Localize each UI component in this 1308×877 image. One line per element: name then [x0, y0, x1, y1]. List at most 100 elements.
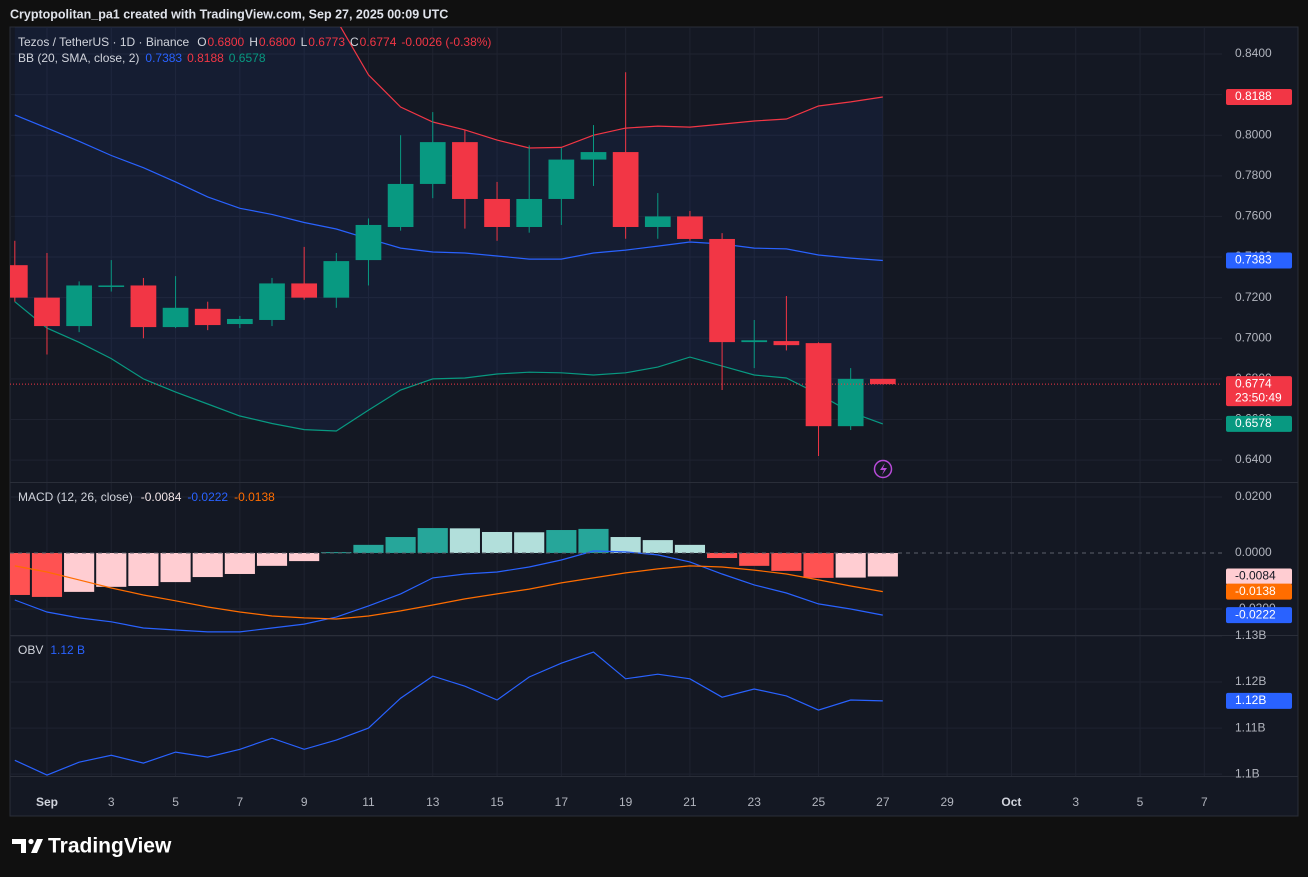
- histogram-bar: [771, 552, 802, 571]
- macd-line: [14, 565, 883, 620]
- x-tick-label: 13: [426, 795, 440, 809]
- legend-value: 0.6774: [360, 35, 397, 49]
- header-text: Cryptopolitan_pa1 created with TradingVi…: [10, 7, 448, 21]
- candle-body: [419, 142, 446, 184]
- histogram-bar: [449, 528, 480, 553]
- candle-body: [837, 378, 864, 427]
- axis-box: [1226, 692, 1292, 709]
- candle-body: [580, 152, 607, 160]
- y-tick-label: 0.0000: [1235, 545, 1272, 559]
- histogram-bar: [546, 530, 577, 553]
- axis-value-label: 0.8188: [1235, 89, 1272, 103]
- candle-body: [66, 285, 92, 327]
- candle-body: [644, 216, 671, 227]
- candle-body: [612, 152, 639, 227]
- histogram-bar: [674, 544, 706, 553]
- candle-body: [291, 283, 318, 298]
- y-tick-label: 1.1B: [1235, 766, 1260, 780]
- candle-body: [709, 238, 735, 343]
- legend-value: 0.6800: [208, 35, 245, 49]
- legend-value: 0.7383: [145, 51, 182, 65]
- axis-box: [1226, 583, 1292, 600]
- candle-body: [484, 198, 510, 227]
- brand-name: TradingView: [48, 835, 172, 858]
- histogram-bar: [835, 552, 866, 578]
- axis-box: [1226, 607, 1292, 624]
- axis-value-label: -0.0222: [1235, 607, 1276, 621]
- axis-value-label: 23:50:49: [1235, 390, 1282, 404]
- icon-bolt: [880, 463, 887, 475]
- logo-icon: [12, 838, 43, 853]
- legend-value: 1.12 B: [50, 643, 85, 657]
- band-fill: [14, 27, 883, 432]
- y-tick-label: 0.7800: [1235, 168, 1272, 182]
- histogram-bar: [64, 552, 95, 592]
- band-line: [14, 301, 884, 432]
- x-tick-label: 21: [683, 795, 697, 809]
- logo-part: [28, 838, 34, 845]
- y-tick-label: 0.6400: [1235, 452, 1272, 466]
- candle-body: [162, 307, 189, 328]
- x-tick-label: 19: [619, 795, 633, 809]
- candle-body: [98, 285, 125, 287]
- histogram-bar: [353, 544, 384, 553]
- pane-1: [10, 483, 1222, 635]
- candle-body: [773, 341, 800, 346]
- candle-body: [805, 343, 832, 427]
- symbol-title: Tezos / TetherUS · 1D · Binance: [18, 35, 190, 49]
- x-tick-label: Sep: [36, 795, 58, 809]
- histogram-bar: [256, 552, 288, 566]
- candle-body: [323, 261, 350, 298]
- y-tick-label: 1.11B: [1235, 720, 1265, 734]
- indicator-title: MACD (12, 26, close): [18, 490, 133, 504]
- legend-value: -0.0084: [141, 490, 182, 504]
- x-tick-label: Oct: [1001, 795, 1021, 809]
- histogram-bar: [128, 552, 159, 587]
- histogram-bar: [385, 537, 416, 553]
- pane-2: [10, 636, 1222, 776]
- x-tick-label: 9: [301, 795, 308, 809]
- histogram-bar: [481, 531, 513, 553]
- candle-body: [10, 265, 28, 298]
- pane-0: [10, 27, 1222, 482]
- legend-value: 0.8188: [187, 51, 224, 65]
- y-tick-label: 1.12B: [1235, 674, 1266, 688]
- legend-key: H: [249, 35, 258, 49]
- x-tick-label: 7: [1201, 795, 1208, 809]
- x-tick-label: 15: [490, 795, 504, 809]
- histogram-bar: [867, 552, 898, 577]
- candle-body: [130, 285, 157, 328]
- histogram-bar: [417, 528, 448, 553]
- x-tick-label: 17: [555, 795, 569, 809]
- logo-part: [12, 839, 26, 853]
- axis-value-label: -0.0138: [1235, 584, 1276, 598]
- y-tick-label: 0.7000: [1235, 330, 1272, 344]
- legend-value: -0.0138: [234, 490, 275, 504]
- histogram-bar: [610, 537, 641, 553]
- candle-body: [387, 183, 414, 227]
- candle-body: [741, 340, 768, 343]
- candle-body: [677, 216, 703, 239]
- x-tick-label: 11: [362, 795, 375, 809]
- legend-key: O: [197, 35, 206, 49]
- x-tick-label: 5: [172, 795, 179, 809]
- legend-value: 0.6578: [229, 51, 266, 65]
- legend-key: C: [350, 35, 359, 49]
- x-tick-label: 25: [812, 795, 826, 809]
- histogram-bar: [642, 540, 673, 553]
- y-tick-label: 0.0200: [1235, 489, 1272, 503]
- x-tick-label: 3: [108, 795, 115, 809]
- histogram-bar: [10, 552, 30, 595]
- x-tick-label: 3: [1072, 795, 1079, 809]
- axis-box: [1226, 252, 1292, 269]
- legend-value: 0.6773: [308, 35, 345, 49]
- indicator-title: OBV: [18, 643, 43, 657]
- histogram-bar: [707, 552, 738, 559]
- histogram-bar: [192, 552, 223, 578]
- legend-value: -0.0222: [187, 490, 228, 504]
- price-change: -0.0026 (-0.38%): [401, 35, 491, 49]
- axis-box: [1226, 568, 1292, 585]
- histogram-bar: [739, 552, 770, 566]
